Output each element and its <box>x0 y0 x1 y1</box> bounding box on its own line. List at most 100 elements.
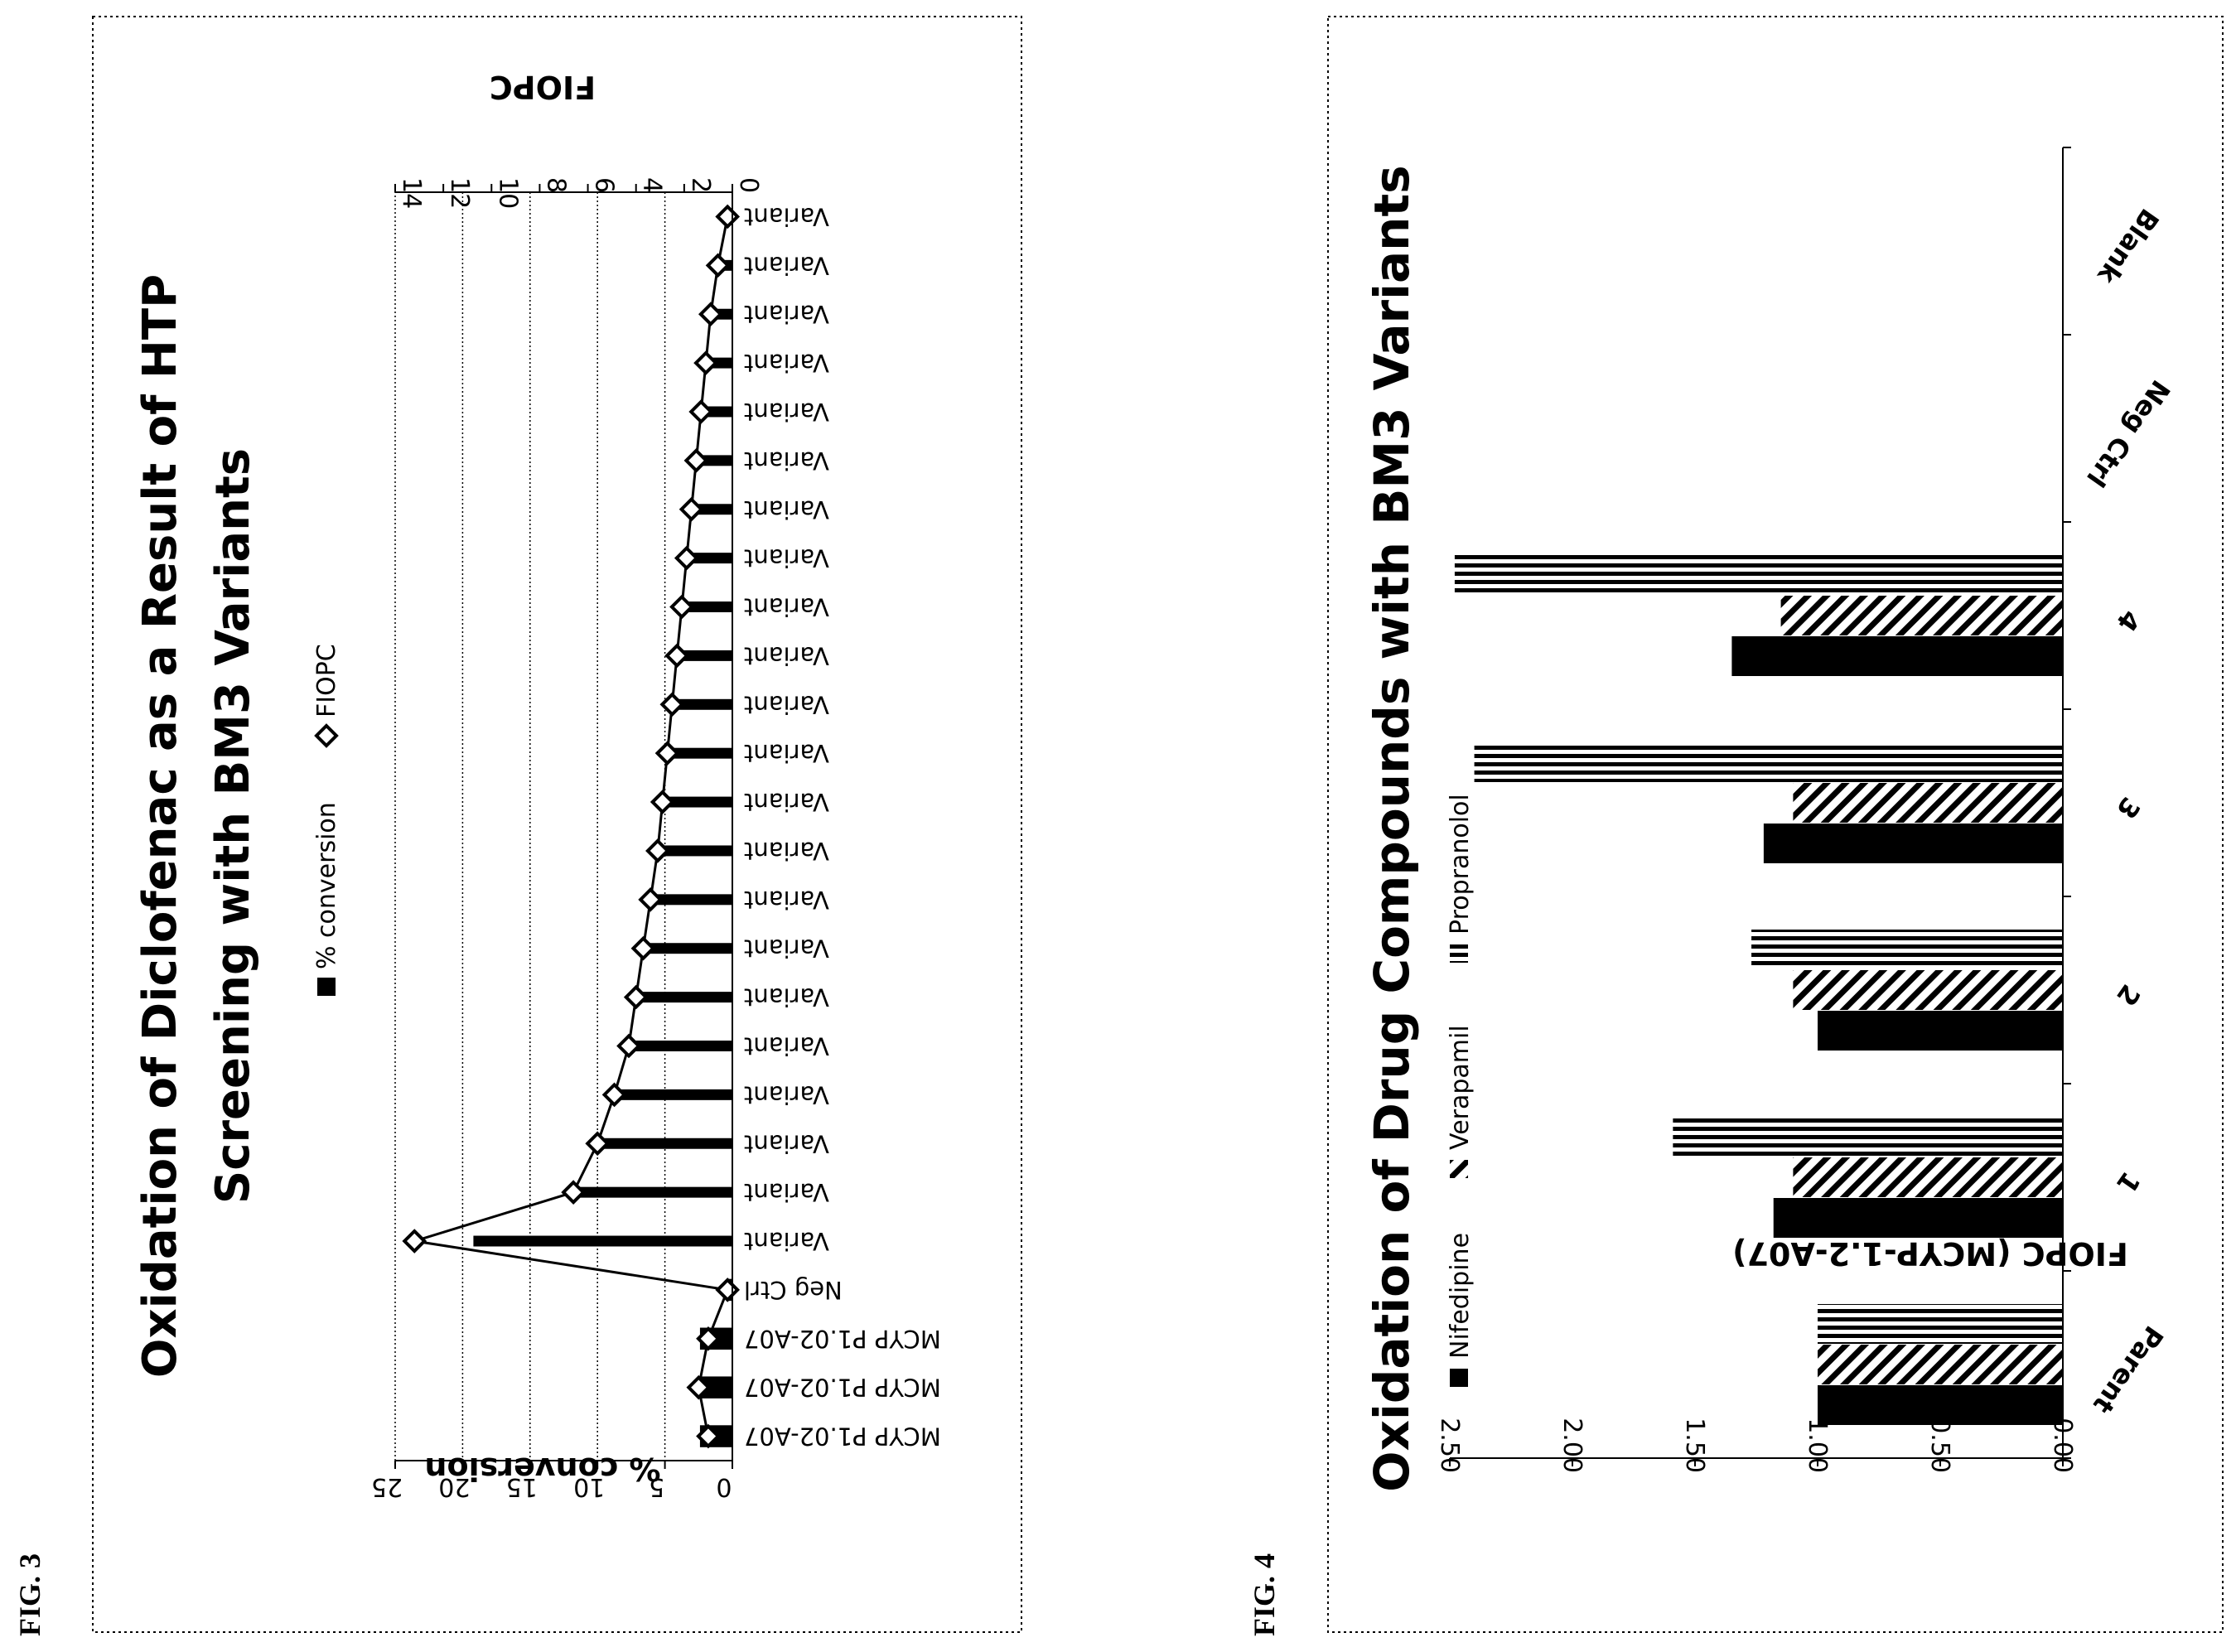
legend-fiopc-label: FIOPC <box>312 644 341 717</box>
y-tick-label: 2.50 <box>1435 1418 1464 1473</box>
propranolol-bar <box>1454 555 2063 595</box>
y-tick-label: 25 <box>371 1472 403 1501</box>
category-label: Variant <box>744 1129 829 1157</box>
category-label: Variant <box>744 641 829 669</box>
fig4-frame <box>1327 16 2224 1633</box>
legend-propranolol-label: Propranolol <box>1446 794 1475 935</box>
category-label: 2 <box>2110 978 2147 1012</box>
category-label: Variant <box>744 739 829 767</box>
fiopc-point <box>683 448 709 473</box>
fiopc-point <box>715 204 741 229</box>
conversion-bar <box>667 747 732 759</box>
category-label: Variant <box>744 593 829 621</box>
fig3-frame <box>92 16 1022 1633</box>
fiopc-point <box>669 594 694 620</box>
fiopc-point <box>402 1229 427 1253</box>
conversion-bar <box>685 553 732 564</box>
y-tick-label: 1.50 <box>1680 1418 1709 1473</box>
y-tick-label: 0 <box>716 1472 732 1501</box>
y-tick-label: 0.50 <box>1925 1418 1954 1473</box>
fiopc-point <box>561 1180 586 1205</box>
fiopc-point <box>696 1326 721 1351</box>
propranolol-bar <box>1818 1304 2063 1344</box>
conversion-bar <box>655 845 732 857</box>
verapamil-bar <box>1818 1345 2063 1384</box>
chart3-axes <box>394 184 733 1469</box>
category-label: MCYP P1.02-A07 <box>744 1325 941 1353</box>
legend-nifedipine-swatch <box>1450 1369 1468 1387</box>
category-label: MCYP P1.02-A07 <box>744 1423 941 1451</box>
category-label: Variant <box>744 495 829 524</box>
conversion-bar <box>613 1089 732 1100</box>
fiopc-point <box>664 643 689 669</box>
chart3-gridlines <box>394 191 733 1461</box>
conversion-bar <box>627 1041 732 1051</box>
chart3-fiopc-line <box>402 204 741 1449</box>
fiopc-point <box>659 692 685 717</box>
fiopc-point <box>674 545 699 571</box>
category-label: Variant <box>744 788 829 816</box>
propranolol-bar <box>1673 1117 2063 1157</box>
y-tick-label: 2.00 <box>1557 1418 1586 1473</box>
legend-diamond-marker <box>314 723 339 748</box>
y-tick-label: 10 <box>573 1472 605 1501</box>
category-label: Variant <box>744 447 829 475</box>
category-label: Variant <box>744 983 829 1012</box>
fiopc-point <box>638 887 663 912</box>
chart3-y2-axis-label: FIOPC <box>490 69 596 105</box>
category-label: Variant <box>744 349 829 377</box>
fiopc-line <box>413 216 730 1437</box>
chart3-title-line1: Oxidation of Diclofenac as a Result of H… <box>133 274 187 1378</box>
plot-area-border <box>394 191 733 1461</box>
nifedipine-bar <box>1818 1011 2063 1051</box>
nifedipine-bar <box>1773 1198 2063 1238</box>
legend-conversion-label: % conversion <box>312 802 341 969</box>
category-label: 1 <box>2110 1166 2147 1199</box>
category-label: Blank <box>2091 203 2165 290</box>
conversion-bar <box>600 1138 732 1149</box>
y-tick-label: 20 <box>438 1472 470 1501</box>
category-label: Neg Ctrl <box>744 1276 843 1304</box>
fiopc-point <box>601 1082 627 1108</box>
category-label: Variant <box>744 837 829 865</box>
nifedipine-bar <box>1763 824 2063 863</box>
propranolol-bar <box>1751 930 2063 969</box>
conversion-bar <box>572 1186 732 1198</box>
category-label: Variant <box>744 251 829 279</box>
chart4-tick-labels: 0.00 0.50 1.00 1.50 2.00 2.50 <box>1435 1418 2077 1473</box>
chart3-title-line2: Screening with BM3 Variants <box>206 448 260 1204</box>
category-label: Variant <box>744 202 829 230</box>
chart3-legend: % conversion FIOPC <box>312 644 341 996</box>
y2-tick-label: 4 <box>638 177 667 193</box>
nifedipine-bar <box>1731 636 2063 676</box>
y2-tick-label: 10 <box>493 177 522 209</box>
propranolol-bar <box>1474 742 2063 782</box>
category-label: Neg Ctrl <box>2080 374 2176 493</box>
fig3-label: FIG. 3 <box>13 1553 46 1636</box>
chart3-category-labels: MCYP P1.02-A07 MCYP P1.02-A07 MCYP P1.02-A… <box>744 202 941 1450</box>
conversion-bar <box>681 601 732 612</box>
fiopc-point <box>693 350 718 375</box>
conversion-bar <box>649 894 732 906</box>
y2-tick-label: 6 <box>590 177 619 193</box>
category-label: Variant <box>744 886 829 914</box>
fiopc-point <box>585 1131 611 1157</box>
chart4-legend: Nifedipine Verapamil Propranolol <box>1446 794 1475 1387</box>
y2-tick-label: 8 <box>541 177 570 193</box>
verapamil-bar <box>1793 1157 2063 1197</box>
fiopc-point <box>654 741 680 766</box>
category-label: Variant <box>744 1080 829 1109</box>
fiopc-point <box>688 399 714 424</box>
fiopc-point <box>650 790 675 814</box>
fiopc-point <box>696 1423 721 1449</box>
chart4-bars <box>1454 555 2063 1425</box>
y2-tick-label: 12 <box>445 177 474 209</box>
conversion-bar <box>634 992 732 1003</box>
chart3-bars <box>473 210 732 1447</box>
category-label: Variant <box>744 544 829 572</box>
category-label: Variant <box>744 690 829 718</box>
legend-verapamil-label: Verapamil <box>1446 1025 1475 1150</box>
conversion-bar <box>641 943 732 954</box>
y-tick-label: 5 <box>649 1472 664 1501</box>
